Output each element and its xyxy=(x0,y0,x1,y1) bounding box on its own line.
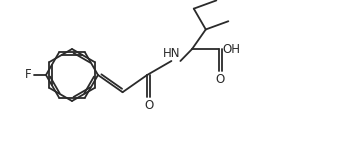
Text: F: F xyxy=(25,69,32,81)
Text: O: O xyxy=(216,73,225,86)
Text: O: O xyxy=(144,99,153,112)
Text: HN: HN xyxy=(163,47,180,60)
Text: OH: OH xyxy=(222,43,240,56)
